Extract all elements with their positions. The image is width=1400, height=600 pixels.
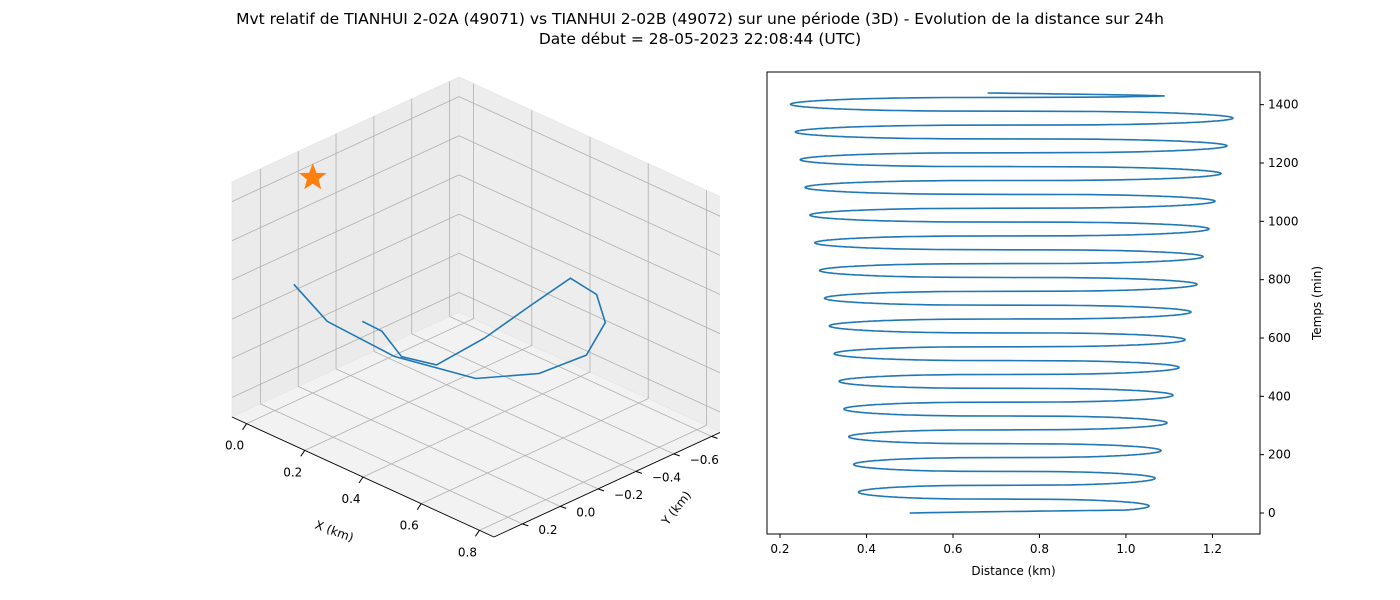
y-tick-mark [673, 453, 680, 457]
y-tick-label: −0.6 [690, 453, 719, 467]
gridline-right-z [458, 96, 720, 217]
x-tick-label: 0.2 [283, 465, 302, 479]
gridline-right-z [458, 135, 720, 256]
gridline-floor-x [479, 424, 707, 531]
y-tick-label: 1200 [1268, 156, 1299, 170]
y-axis-line [493, 431, 720, 538]
y-tick-label: 0.0 [576, 505, 595, 519]
y-tick-mark [560, 505, 567, 509]
x-tick-mark [242, 423, 247, 430]
x-tick-label: 1.2 [1203, 542, 1222, 556]
y-tick-mark [711, 435, 718, 439]
gridline-left-z [231, 292, 460, 398]
x-tick-label: 0.2 [770, 542, 789, 556]
gridline-floor-x [421, 398, 649, 505]
y-tick-label: 400 [1268, 389, 1291, 403]
x-tick-label: 0.4 [857, 542, 876, 556]
x-tick-label: 1.0 [1116, 542, 1135, 556]
y-tick-label: 0 [1268, 506, 1276, 520]
x-tick-label: 0.6 [400, 519, 419, 533]
x-tick-mark [300, 450, 306, 457]
gridline-floor-x [246, 318, 474, 425]
gridline-left-z [231, 252, 460, 359]
gridline-left-z [231, 174, 460, 281]
gridline-floor-y [260, 403, 523, 525]
y-tick-label: 1400 [1268, 98, 1299, 112]
x-tick-label: 0.4 [341, 492, 360, 506]
x-tick-mark [358, 476, 364, 484]
gridline-left-z [231, 213, 460, 320]
gridline-left-z [231, 96, 460, 202]
y-tick-label: −0.4 [652, 470, 681, 484]
y-axis-label: Temps (min) [1310, 266, 1324, 341]
y-tick-label: 0.2 [538, 523, 557, 537]
gridline-right-z [458, 252, 720, 374]
plot-frame [766, 71, 1261, 535]
gridline-floor-y [373, 351, 637, 472]
chart-title-line-1: Mvt relatif de TIANHUI 2-02A (49071) vs … [236, 10, 1164, 28]
gridline-floor-y [449, 316, 712, 437]
gridline-floor-y [335, 368, 599, 490]
trajectory-line [293, 277, 607, 380]
y-tick-mark [635, 470, 643, 474]
gridline-floor-x [362, 371, 591, 478]
y-tick-label: 600 [1268, 331, 1291, 345]
x-tick-label: 0.0 [225, 439, 244, 453]
distance-series-line [789, 92, 1234, 514]
reference-star-marker [299, 163, 327, 190]
y-tick-label: 1000 [1268, 214, 1299, 228]
plot-3d-trajectory: 0.00.20.40.60.80.20.0−0.2−0.4−0.6−0.80.0… [225, 76, 720, 559]
gridline-right-z [458, 213, 720, 335]
x-tick-label: 0.8 [458, 545, 477, 559]
y-tick-label: 800 [1268, 273, 1291, 287]
y-tick-label: −0.2 [614, 488, 643, 502]
x-tick-label: 0.6 [943, 542, 962, 556]
x-tick-mark [475, 530, 480, 537]
gridline-floor-x [304, 344, 532, 451]
y-tick-mark [522, 523, 529, 527]
y-tick-mark [597, 488, 605, 492]
x-axis-label: Distance (km) [971, 564, 1055, 578]
gridline-right-z [458, 174, 720, 295]
gridline-floor-y [298, 386, 561, 507]
chart-title-line-2: Date début = 28-05-2023 22:08:44 (UTC) [538, 30, 862, 48]
x-tick-label: 0.8 [1030, 542, 1049, 556]
y-tick-label: 200 [1268, 448, 1291, 462]
gridline-left-z [231, 135, 460, 242]
gridline-right-z [458, 292, 720, 413]
x-tick-mark [416, 503, 422, 510]
